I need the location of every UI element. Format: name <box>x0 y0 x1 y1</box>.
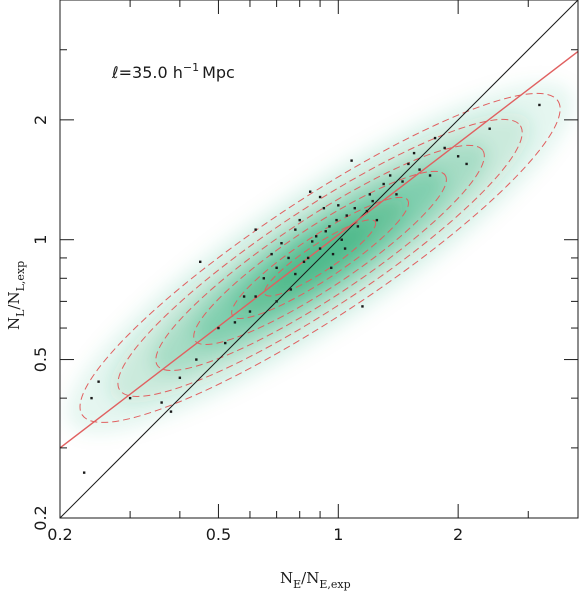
points-group <box>82 103 541 474</box>
data-point <box>82 471 86 474</box>
data-point <box>294 272 297 276</box>
data-point <box>375 218 379 222</box>
data-point <box>322 206 326 210</box>
data-point <box>335 218 338 222</box>
data-point <box>356 225 360 228</box>
data-point <box>248 310 252 313</box>
y-tick-label: 0.2 <box>31 505 50 530</box>
data-point <box>407 162 410 166</box>
y-tick-label: 2 <box>31 115 50 125</box>
data-point <box>538 103 541 107</box>
data-point <box>289 288 293 291</box>
y-tick-label: 1 <box>31 235 50 245</box>
data-point <box>314 235 318 238</box>
data-point <box>178 376 182 379</box>
data-point <box>160 401 163 404</box>
data-point <box>287 256 290 260</box>
data-point <box>331 252 335 256</box>
data-point <box>443 146 446 150</box>
data-point <box>353 206 356 210</box>
identity-line <box>60 0 578 518</box>
data-point <box>199 260 202 264</box>
data-point <box>401 180 404 183</box>
data-point <box>90 396 93 400</box>
data-point <box>350 159 353 162</box>
data-point <box>298 218 301 222</box>
data-point <box>340 238 343 241</box>
data-point <box>254 295 257 298</box>
data-point <box>418 168 421 171</box>
y-axis-label: NL/NL,exp <box>5 261 27 330</box>
plot-frame <box>59 0 579 519</box>
data-point <box>97 380 100 383</box>
data-point <box>337 204 340 207</box>
data-point <box>382 182 385 186</box>
data-point <box>308 190 312 193</box>
data-point <box>302 260 306 264</box>
data-point <box>311 240 314 243</box>
data-point <box>128 396 132 400</box>
data-point <box>428 174 432 177</box>
data-point <box>306 256 310 260</box>
contour <box>263 219 377 297</box>
data-point <box>280 242 283 245</box>
data-point <box>371 199 374 203</box>
contour <box>155 144 485 371</box>
data-point <box>324 230 327 233</box>
data-point <box>275 300 278 303</box>
data-point <box>294 228 297 231</box>
x-tick-label: 0.2 <box>47 525 72 544</box>
data-point <box>330 266 333 270</box>
data-point <box>275 266 278 270</box>
data-point <box>433 136 437 140</box>
data-point <box>318 247 322 250</box>
data-point <box>217 326 220 330</box>
data-point <box>412 151 416 155</box>
data-point <box>254 228 257 231</box>
data-point <box>195 358 198 361</box>
data-point <box>456 155 460 158</box>
x-axis: 0.2 0.5 1 2 <box>47 0 579 544</box>
data-point <box>328 225 331 228</box>
data-point <box>465 162 468 166</box>
data-point <box>365 209 369 213</box>
data-point <box>388 174 392 177</box>
data-point <box>262 277 266 280</box>
x-axis-label: NE/NE,exp <box>280 569 351 591</box>
data-point <box>242 295 246 298</box>
x-tick-label: 0.5 <box>206 525 231 544</box>
data-point <box>318 195 322 199</box>
annotation: ℓ=35.0 h−1 Mpc <box>111 61 235 82</box>
data-point <box>368 193 372 196</box>
x-tick-label: 1 <box>333 525 343 544</box>
data-point <box>169 410 173 413</box>
y-axis: 0.2 0.5 1 2 <box>31 0 578 531</box>
x-tick-label: 2 <box>453 525 463 544</box>
contour <box>193 170 447 346</box>
data-point <box>224 341 227 345</box>
data-point <box>270 252 273 256</box>
contour <box>79 92 561 423</box>
data-point <box>233 321 237 324</box>
data-point <box>345 214 348 217</box>
data-point <box>488 127 491 130</box>
data-point <box>361 305 364 308</box>
data-point <box>395 193 398 196</box>
y-tick-label: 0.5 <box>31 347 50 372</box>
data-point <box>343 247 347 250</box>
